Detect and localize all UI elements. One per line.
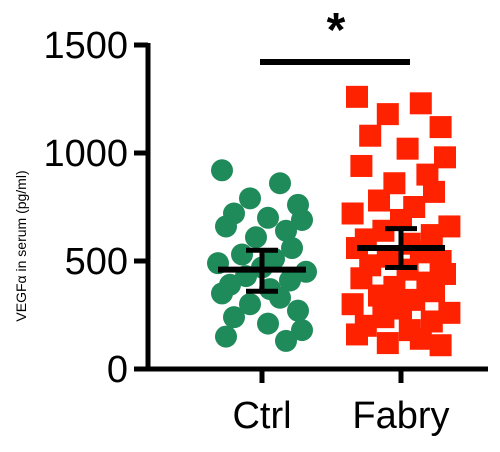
y-ticks: 0 500 1000 1500 [43,25,148,391]
fabry-point [416,163,439,186]
ctrl-point [211,159,233,182]
ctrl-point [275,329,297,352]
ctrl-point [269,172,291,195]
y-tick-label: 500 [65,241,128,283]
fabry-point [359,124,382,147]
fabry-point [438,301,461,324]
fabry-point [346,85,368,108]
ctrl-point [245,226,267,249]
x-tick-label: Fabry [352,395,449,437]
fabry-point [372,306,395,329]
fabry-point [420,224,443,247]
fabry-point [390,208,412,231]
fabry-point [341,202,364,225]
fabry-point [350,154,373,177]
significance-star: * [327,4,346,57]
axes [145,43,488,383]
ctrl-point [215,215,237,238]
fabry-point [409,92,432,115]
ctrl-point [257,312,279,335]
x-tick-labels: Ctrl Fabry [232,395,449,437]
ctrl-point [257,206,279,229]
ctrl-point [215,325,237,348]
ctrl-point [239,293,261,316]
fabry-point [423,180,445,203]
ctrl-point [239,187,261,210]
x-tick-label: Ctrl [232,395,291,437]
fabry-point [376,245,399,268]
ctrl-point [223,306,245,329]
fabry-point [372,219,395,242]
y-tick-label: 1500 [43,25,128,67]
fabry-point [368,189,390,212]
fabry-point [434,262,456,285]
fabry-point [396,137,419,160]
y-tick-label: 1000 [43,133,128,175]
fabry-point [423,280,445,303]
ctrl-point [279,269,301,292]
fabry-point [376,103,399,126]
fabry-point [368,284,390,307]
fabry-point [390,297,412,320]
ctrl-point [287,299,309,322]
fabry-point [346,323,368,346]
data-points [207,85,461,357]
fabry-point [350,267,373,290]
fabry-point [376,332,399,355]
error-bars [218,226,445,294]
fabry-point [434,146,456,169]
ctrl-point [291,208,313,231]
fabry-point [429,116,452,139]
fabry-point [383,172,406,195]
significance-annotation: * [260,4,410,65]
ctrl-point [231,243,253,266]
y-tick-label: 0 [107,349,128,391]
fabry-point [341,293,364,316]
fabry-point [420,310,443,333]
fabry-point [429,334,452,357]
fabry-point [409,327,432,350]
ctrl-point [211,282,233,305]
ctrl-point [275,219,297,242]
fabry-point [438,215,461,238]
ctrl-point [281,237,303,260]
ctrl-point [291,319,313,342]
y-axis-title: VEGFα in serum (pg/ml) [13,170,29,321]
